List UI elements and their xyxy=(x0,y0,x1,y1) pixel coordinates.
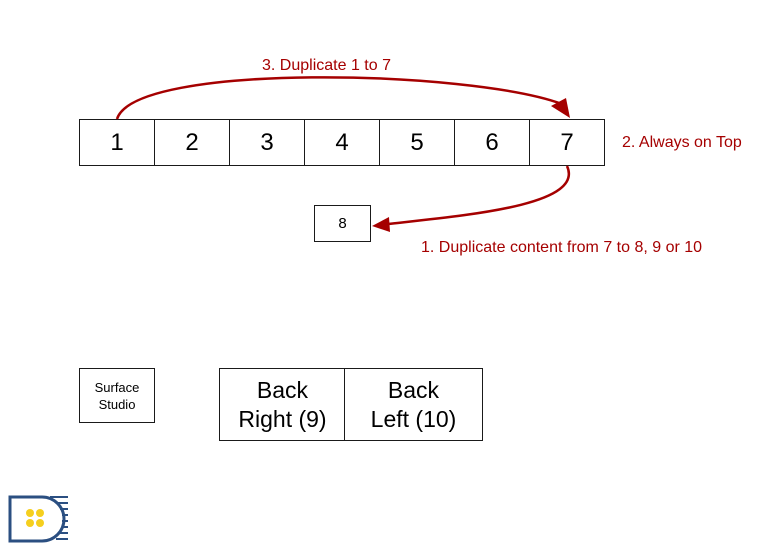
monitor-5: 5 xyxy=(379,119,455,166)
back-left-line1: Back xyxy=(387,376,440,403)
surface-studio-line2: Studio xyxy=(98,396,136,412)
back-right-box: Back Right (9) xyxy=(219,368,346,441)
monitor-1: 1 xyxy=(79,119,155,166)
back-left-line2: Left (10) xyxy=(370,405,457,432)
annotation-duplicate-7-to-8: 1. Duplicate content from 7 to 8, 9 or 1… xyxy=(421,239,703,256)
monitor-3: 3 xyxy=(229,119,305,166)
monitor-8: 8 xyxy=(314,205,371,242)
annotation-duplicate-1-to-7: 3. Duplicate 1 to 7 xyxy=(262,57,391,74)
arrow-7-to-8 xyxy=(372,165,571,232)
back-left-box: Back Left (10) xyxy=(344,368,483,441)
monitor-4: 4 xyxy=(304,119,380,166)
back-right-line2: Right (9) xyxy=(238,405,327,432)
monitor-7: 7 xyxy=(529,119,605,166)
surface-studio-line1: Surface xyxy=(94,379,140,395)
monitor-6: 6 xyxy=(454,119,530,166)
logo-icon xyxy=(8,495,68,543)
arrow-1-to-7 xyxy=(115,76,570,120)
surface-studio-box: Surface Studio xyxy=(79,368,155,423)
annotation-always-on-top: 2. Always on Top xyxy=(622,134,742,151)
back-right-line1: Back xyxy=(256,376,309,403)
monitor-2: 2 xyxy=(154,119,230,166)
